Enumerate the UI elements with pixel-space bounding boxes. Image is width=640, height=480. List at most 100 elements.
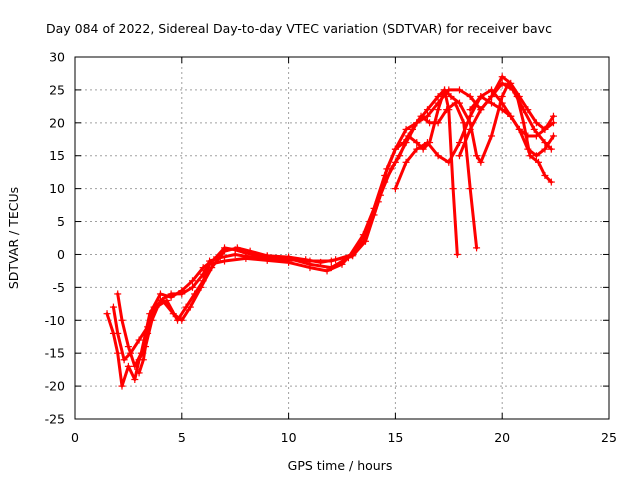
data-point-marker [445,86,453,94]
data-point-marker [443,106,451,114]
data-point-marker [150,303,158,311]
data-point-marker [447,92,455,100]
data-point-marker [532,132,540,140]
data-point-marker [383,165,391,173]
data-point-marker [466,92,474,100]
data-point-marker [477,158,485,166]
data-point-marker [323,267,331,275]
y-tick-label: 10 [49,181,65,196]
series-line [468,88,555,138]
data-point-marker [455,86,463,94]
y-axis-label: SDTVAR / TECUs [6,187,21,289]
series-track-c [114,79,555,370]
chart-title: Day 084 of 2022, Sidereal Day-to-day VTE… [46,21,552,36]
x-tick-label: 15 [387,430,403,445]
data-point-marker [197,283,205,291]
data-point-marker [120,356,128,364]
data-point-marker [498,99,506,107]
data-point-marker [488,99,496,107]
y-tick-label: -25 [45,412,65,427]
data-point-marker [488,86,496,94]
data-point-marker [124,343,132,351]
data-point-marker [135,336,143,344]
x-tick-label: 5 [178,430,186,445]
data-point-marker [434,99,442,107]
data-point-marker [535,158,543,166]
series-track-a [103,79,555,390]
data-point-marker [507,79,515,87]
data-point-marker [455,152,463,160]
series-line [116,81,553,368]
data-point-marker [423,112,431,120]
data-point-marker [541,171,549,179]
y-tick-label: -10 [45,313,65,328]
data-point-marker [285,253,293,261]
x-tick-label: 20 [494,430,510,445]
data-point-marker [466,112,474,120]
data-point-marker [453,250,461,258]
plot-frame [74,56,610,420]
data-point-marker [302,256,310,264]
data-point-marker [498,92,506,100]
data-point-marker [466,125,474,133]
data-point-marker [188,283,196,291]
data-point-marker [520,119,528,127]
data-point-marker [317,258,325,266]
data-point-marker [402,125,410,133]
y-tick-label: 25 [49,82,65,97]
data-point-marker [451,99,459,107]
data-point-marker [423,139,431,147]
y-tick-label: -15 [45,346,65,361]
data-point-marker [114,329,122,337]
data-point-marker [498,106,506,114]
data-point-marker [131,376,139,384]
data-point-marker [208,264,216,272]
data-point-marker [359,231,367,239]
data-point-marker [524,106,532,114]
data-point-marker [144,329,152,337]
data-point-marker [167,293,175,301]
y-tick-label: -5 [53,280,65,295]
data-point-marker [233,244,241,252]
data-point-marker [434,152,442,160]
data-point-marker [186,303,194,311]
data-point-marker [547,145,555,153]
data-point-marker [530,125,538,133]
data-point-marker [541,139,549,147]
x-tick-label: 0 [71,430,79,445]
data-point-marker [473,152,481,160]
data-point-marker [159,297,167,305]
data-point-marker [263,252,271,260]
data-point-marker [156,290,164,298]
data-point-marker [541,145,549,153]
data-point-marker [400,139,408,147]
data-point-marker [118,316,126,324]
data-point-marker [327,264,335,272]
series-line [105,81,553,388]
y-tick-label: 15 [49,148,65,163]
data-point-marker [473,244,481,252]
data-point-marker [178,287,186,295]
data-point-marker [477,106,485,114]
x-tick-label: 25 [601,430,617,445]
data-point-marker [532,119,540,127]
data-point-marker [402,158,410,166]
data-point-marker [449,185,457,193]
data-point-marker [549,112,557,120]
series-track-f [455,73,557,160]
y-tick-label: 20 [49,115,65,130]
axis-ticks: 0 5 10 15 20 25 -25 -20 -15 -10 -5 0 5 10 15 20 25 30 [45,50,617,446]
data-point-marker [455,139,463,147]
data-point-marker [477,92,485,100]
data-point-marker [466,185,474,193]
data-point-marker [413,139,421,147]
data-point-marker [109,303,117,311]
data-point-marker [549,132,557,140]
data-point-marker [515,125,523,133]
data-point-marker [332,256,340,264]
data-point-marker [139,356,147,364]
data-point-marker [188,277,196,285]
data-point-marker [131,362,139,370]
data-point-marker [488,92,496,100]
